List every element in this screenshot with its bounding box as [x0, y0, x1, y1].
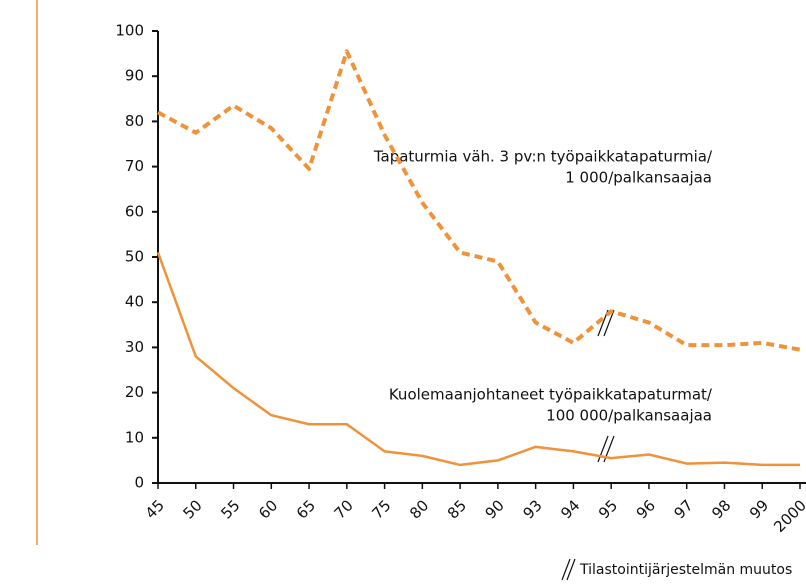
x-tick-label: 99 — [746, 496, 772, 522]
annotation: Kuolemaanjohtaneet työpaikkatapaturmat/ — [389, 386, 713, 404]
annotation: 100 000/palkansaajaa — [546, 407, 712, 425]
annotation: Tapaturmia väh. 3 pv:n työpaikkatapaturm… — [373, 148, 713, 166]
footnote: Tilastointijärjestelmän muutos — [579, 562, 792, 578]
y-tick-label: 70 — [125, 157, 144, 175]
x-tick-label: 70 — [331, 496, 357, 522]
break-marks — [561, 309, 615, 581]
y-tick-label: 100 — [115, 22, 144, 40]
x-tick-label: 85 — [444, 496, 470, 522]
x-tick-label: 80 — [406, 496, 432, 522]
x-tick-label: 75 — [368, 496, 394, 522]
y-tick-label: 50 — [125, 248, 144, 266]
y-tick-label: 40 — [125, 293, 144, 311]
x-tick-label: 94 — [557, 496, 583, 522]
x-tick-label: 96 — [633, 496, 659, 522]
x-tick-label: 45 — [142, 496, 168, 522]
x-tick-label: 98 — [708, 496, 734, 522]
y-tick-label: 20 — [125, 383, 144, 401]
y-tick-label: 30 — [125, 338, 144, 356]
y-tick-label: 60 — [125, 202, 144, 220]
x-tick-label: 65 — [293, 496, 319, 522]
y-tick-label: 0 — [134, 474, 144, 492]
x-tick-label: 50 — [180, 496, 206, 522]
x-tick-label: 55 — [217, 496, 243, 522]
x-tick-label: 60 — [255, 496, 281, 522]
x-tick-label: 95 — [595, 496, 621, 522]
y-tick-label: 80 — [125, 112, 144, 130]
y-tick-label: 10 — [125, 428, 144, 446]
x-tick-label: 97 — [670, 496, 696, 522]
dashed-line — [157, 49, 801, 352]
x-tick-label: 90 — [482, 496, 508, 522]
solid-line — [156, 252, 800, 467]
x-tick-label: 93 — [519, 496, 545, 522]
x-tick-label: 2000 — [770, 496, 806, 536]
y-tick-label: 90 — [125, 67, 144, 85]
annotation: 1 000/palkansaajaa — [565, 169, 712, 187]
